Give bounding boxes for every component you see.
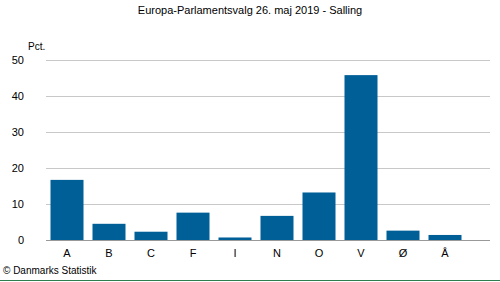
bar (429, 235, 462, 240)
x-tick-label: Å (441, 247, 449, 259)
bar (219, 237, 252, 240)
y-tick-label: 30 (12, 126, 24, 138)
y-tick-label: 10 (12, 198, 24, 210)
x-tick-label: F (190, 247, 197, 259)
bar (177, 213, 210, 240)
grid-line (46, 132, 490, 133)
x-tick-label: Ø (399, 247, 408, 259)
bar (261, 216, 294, 240)
grid-line (46, 60, 490, 61)
y-tick-label: 20 (12, 162, 24, 174)
x-tick-label: B (105, 247, 112, 259)
chart: Europa-Parlamentsvalg 26. maj 2019 - Sal… (0, 0, 500, 282)
x-tick-label: I (233, 247, 236, 259)
x-tick-label: V (357, 247, 365, 259)
bar (387, 231, 420, 240)
bars (51, 75, 462, 240)
bar (135, 232, 168, 240)
y-tick-label: 40 (12, 90, 24, 102)
bar (345, 75, 378, 240)
y-tick-label: 50 (12, 54, 24, 66)
grid-line (46, 96, 490, 97)
grid-line (46, 204, 490, 205)
x-tick-label: O (315, 247, 324, 259)
bar (303, 192, 336, 240)
x-tick-label: C (147, 247, 155, 259)
y-tick-label: 0 (18, 234, 24, 246)
title: Europa-Parlamentsvalg 26. maj 2019 - Sal… (138, 4, 362, 16)
x-tick-label: N (273, 247, 281, 259)
bar (93, 224, 126, 240)
border-line (0, 280, 500, 281)
y-label: Pct. (28, 41, 45, 52)
grid-line (46, 168, 490, 169)
bar (51, 180, 84, 240)
x-tick-label: A (63, 247, 71, 259)
source: © Danmarks Statistik (3, 265, 98, 276)
